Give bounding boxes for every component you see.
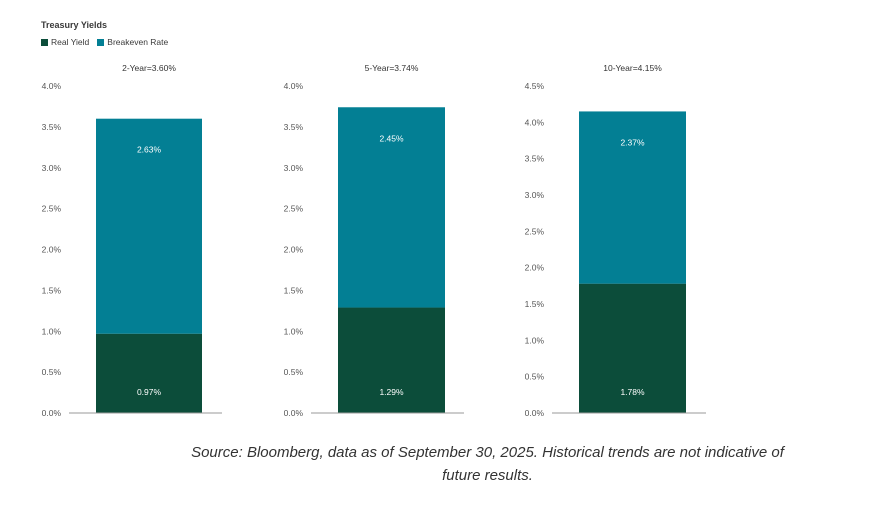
y-tick-label-2-year: 1.0%	[42, 326, 62, 336]
panel-subtitle-2-year: 2-Year=3.60%	[122, 63, 176, 73]
legend-item-real-yield: Real Yield	[41, 37, 89, 47]
y-tick-label-10-year: 4.5%	[525, 81, 545, 91]
y-tick-label-2-year: 4.0%	[42, 81, 62, 91]
source-line-2: future results.	[442, 467, 533, 484]
source-note: Source: Bloomberg, data as of September …	[120, 441, 855, 487]
bar-5-year-real-yield	[338, 307, 445, 413]
y-tick-label-10-year: 4.0%	[525, 117, 545, 127]
y-tick-label-5-year: 3.0%	[284, 163, 304, 173]
y-tick-label-2-year: 2.5%	[42, 204, 62, 214]
bar-2-year-breakeven-rate	[96, 118, 202, 334]
y-tick-label-5-year: 3.5%	[284, 122, 304, 132]
bar-2-year-real-yield	[96, 333, 202, 413]
data-label-5-year-breakeven-rate: 2.45%	[379, 133, 404, 143]
chart-figure: 2-Year=3.60% 0.0% 0.5% 1.0% 1.5% 2.0% 2.5% 3.0%…	[42, 63, 706, 418]
data-label-10-year-breakeven-rate: 2.37%	[620, 137, 645, 147]
data-label-2-year-real-yield: 0.97%	[137, 387, 162, 397]
y-tick-label-5-year: 0.5%	[284, 367, 304, 377]
y-tick-label-10-year: 1.5%	[525, 299, 545, 309]
legend-label-breakeven-rate: Breakeven Rate	[107, 37, 169, 47]
data-label-10-year-real-yield: 1.78%	[620, 387, 645, 397]
y-tick-label-5-year: 1.0%	[284, 326, 304, 336]
y-tick-label-10-year: 0.0%	[525, 408, 545, 418]
y-tick-label-10-year: 2.5%	[525, 226, 545, 236]
bar-10-year-breakeven-rate	[579, 111, 686, 284]
y-tick-label-10-year: 0.5%	[525, 372, 545, 382]
legend-item-breakeven-rate: Breakeven Rate	[97, 37, 168, 47]
chart-title: Treasury Yields	[41, 20, 108, 30]
y-tick-label-2-year: 2.0%	[42, 245, 62, 255]
panel-subtitle-5-year: 5-Year=3.74%	[365, 63, 419, 73]
source-line-1: Source: Bloomberg, data as of September …	[191, 444, 784, 461]
y-tick-label-5-year: 2.5%	[284, 204, 304, 214]
legend-swatch-real-yield	[41, 38, 48, 46]
bar-5-year-breakeven-rate	[338, 107, 445, 308]
y-tick-label-2-year: 0.0%	[42, 408, 62, 418]
legend: Real Yield Breakeven Rate	[41, 37, 168, 47]
legend-label-real-yield: Real Yield	[51, 37, 90, 47]
y-tick-label-5-year: 0.0%	[284, 408, 304, 418]
y-tick-label-2-year: 3.5%	[42, 122, 62, 132]
y-tick-label-10-year: 2.0%	[525, 263, 545, 273]
y-tick-label-5-year: 1.5%	[284, 285, 304, 295]
y-tick-label-2-year: 3.0%	[42, 163, 62, 173]
data-label-2-year-breakeven-rate: 2.63%	[137, 145, 162, 155]
data-label-5-year-real-yield: 1.29%	[379, 387, 404, 397]
y-tick-label-5-year: 4.0%	[284, 81, 304, 91]
y-tick-label-2-year: 1.5%	[42, 285, 62, 295]
y-tick-label-10-year: 1.0%	[525, 335, 545, 345]
y-tick-label-10-year: 3.5%	[525, 154, 545, 164]
legend-swatch-breakeven-rate	[97, 38, 105, 46]
y-tick-label-10-year: 3.0%	[525, 190, 545, 200]
y-tick-label-2-year: 0.5%	[42, 367, 62, 377]
panel-subtitle-10-year: 10-Year=4.15%	[603, 63, 662, 73]
y-tick-label-5-year: 2.0%	[284, 245, 304, 255]
bar-10-year-real-yield	[579, 283, 686, 413]
